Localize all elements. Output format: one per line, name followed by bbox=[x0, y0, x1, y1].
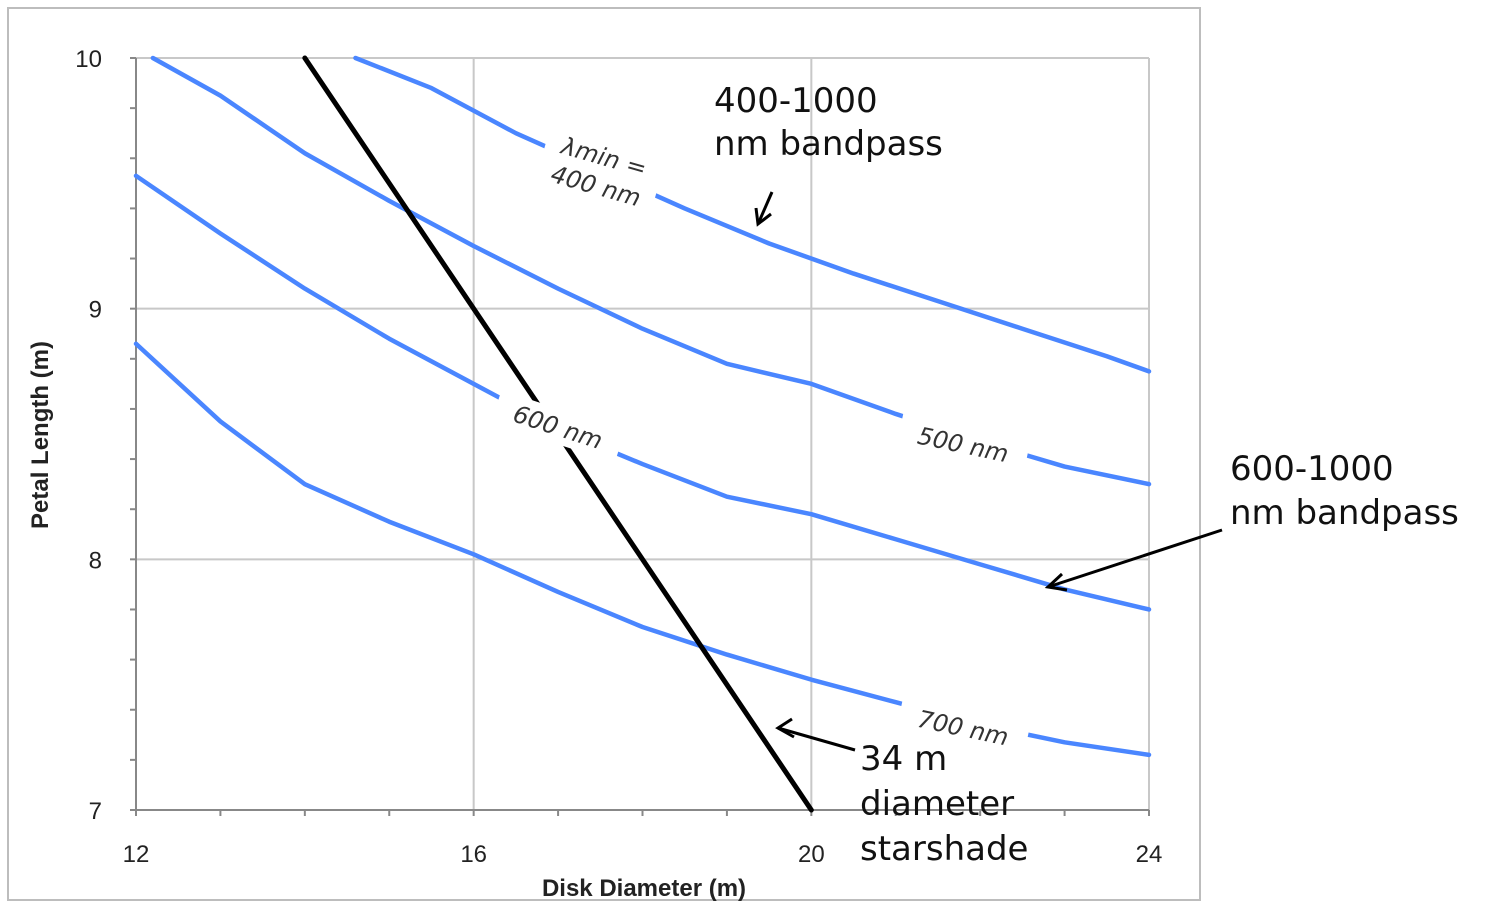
note-starshade-line1: 34 m bbox=[860, 739, 947, 779]
arrow-600 bbox=[1047, 528, 1223, 589]
curve-label-bg-0 bbox=[533, 122, 668, 220]
note-starshade-line3: starshade bbox=[860, 829, 1028, 869]
y-tick-label-0: 7 bbox=[89, 798, 102, 825]
series-line-2 bbox=[133, 173, 1152, 612]
y-tick-label-3: 10 bbox=[75, 46, 102, 73]
x-axis-title: Disk Diameter (m) bbox=[542, 875, 746, 902]
annotation-starshade: 34 m diameter starshade bbox=[775, 717, 1028, 869]
arrow-400 bbox=[756, 191, 774, 225]
arrow-starshade-head bbox=[775, 717, 795, 739]
arrow-starshade bbox=[777, 726, 856, 752]
note-600-line2: nm bandpass bbox=[1230, 493, 1459, 533]
note-400-line2: nm bandpass bbox=[714, 124, 943, 164]
x-tick-label-1: 16 bbox=[460, 841, 487, 868]
y-tick-label-1: 8 bbox=[89, 547, 102, 574]
y-tick-label-2: 9 bbox=[89, 297, 102, 324]
x-tick-label-0: 12 bbox=[123, 841, 150, 868]
y-axis-title: Petal Length (m) bbox=[27, 341, 54, 529]
annotation-600-bandpass: 600-1000 nm bandpass bbox=[1044, 449, 1459, 592]
note-starshade-line2: diameter bbox=[860, 784, 1014, 824]
x-tick-label-2: 20 bbox=[798, 841, 825, 868]
curve-label-bg-2 bbox=[491, 390, 626, 463]
curve-label-bg-3 bbox=[896, 697, 1031, 758]
x-tick-label-3: 24 bbox=[1136, 841, 1163, 868]
arrow-600-head bbox=[1044, 572, 1068, 592]
series-line-0 bbox=[353, 55, 1152, 374]
curve-label-bg-1 bbox=[896, 413, 1031, 475]
annotation-400-bandpass: 400-1000 nm bandpass bbox=[714, 81, 943, 227]
arrow-400-head bbox=[754, 207, 772, 227]
note-400-line1: 400-1000 bbox=[714, 81, 878, 121]
note-600-line1: 600-1000 bbox=[1230, 449, 1394, 489]
curve-label-label-400: λmin =400 nm bbox=[533, 122, 668, 220]
ticks: 12 16 20 24 7 8 9 10 bbox=[75, 46, 1162, 868]
